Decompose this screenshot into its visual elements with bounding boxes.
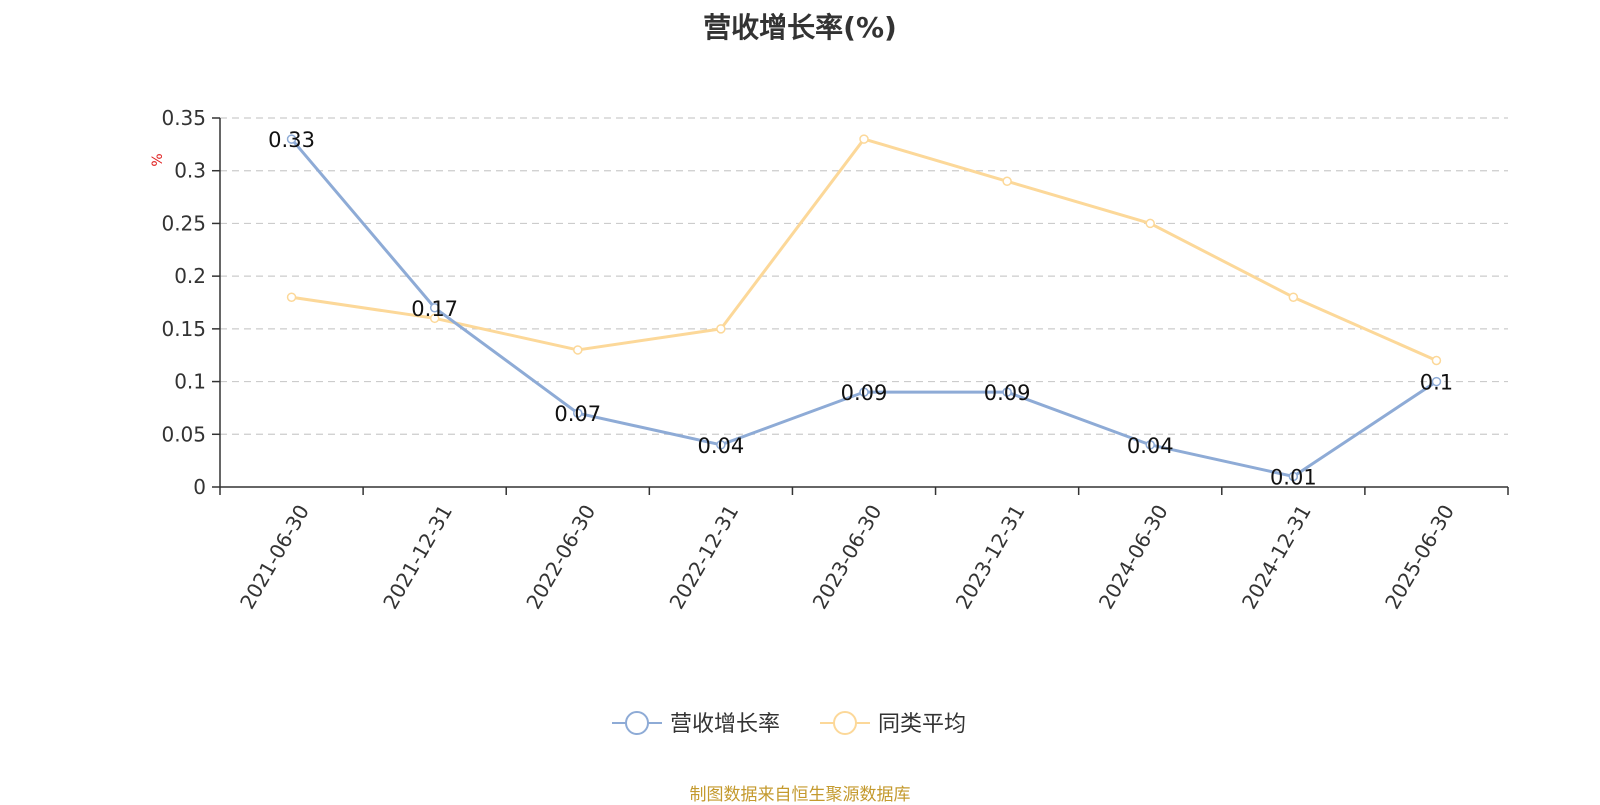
series-point-1 xyxy=(716,324,726,334)
series-point-0 xyxy=(573,408,583,418)
data-label: 0.09 xyxy=(984,381,1031,405)
series-point-1 xyxy=(429,313,440,324)
series-point-0 xyxy=(1288,471,1299,482)
x-tick-label: 2022-12-31 xyxy=(664,501,743,614)
series-point-1 xyxy=(859,134,869,144)
legend-marker-0 xyxy=(625,711,649,735)
x-tick-label: 2024-12-31 xyxy=(1237,501,1316,614)
y-axis-label: % xyxy=(150,153,166,166)
grid-lines xyxy=(220,117,1508,435)
x-tick-label: 2023-12-31 xyxy=(951,501,1030,614)
legend-label-0: 营收增长率 xyxy=(670,712,780,737)
series-point-1 xyxy=(573,345,583,355)
series-point-0 xyxy=(1002,387,1012,397)
data-label: 0.04 xyxy=(1127,434,1174,458)
y-tick-label: 0.3 xyxy=(174,159,206,183)
x-tick-label: 2022-06-30 xyxy=(521,501,600,614)
series-line-0 xyxy=(290,138,1438,478)
series-point-1 xyxy=(286,292,297,302)
data-label: 0.17 xyxy=(411,297,458,321)
series-point-0 xyxy=(716,440,726,450)
series-point-0 xyxy=(859,387,869,397)
series-group: 0.33 0.17 0.07 0.04 0.09 0.09 0.04 0.01 0.1 xyxy=(268,128,1453,489)
x-tick-label: 2023-06-30 xyxy=(808,501,887,614)
series-point-0 xyxy=(1431,376,1442,387)
data-label: 0.1 xyxy=(1420,371,1453,395)
series-point-1 xyxy=(1431,355,1442,366)
series-point-0 xyxy=(1145,440,1155,450)
data-label: 0.09 xyxy=(841,381,888,405)
y-tick-label: 0.35 xyxy=(161,106,206,130)
y-tick-labels: 0 0.05 0.1 0.15 0.2 0.25 0.3 0.35 xyxy=(161,106,206,499)
series-point-1 xyxy=(1145,218,1155,229)
series-point-0 xyxy=(429,303,440,313)
x-tick-label: 2021-12-31 xyxy=(378,500,457,613)
y-tick-label: 0.15 xyxy=(161,317,206,341)
chart-title: 营收增长率(%) xyxy=(703,11,897,44)
legend-marker-1 xyxy=(833,711,857,735)
x-tick-label: 2021-06-30 xyxy=(235,501,314,614)
y-tick-label: 0 xyxy=(193,475,206,499)
axes xyxy=(212,117,1509,495)
y-tick-label: 0.2 xyxy=(174,264,206,288)
x-tick-label: 2024-06-30 xyxy=(1094,501,1173,614)
series-point-1 xyxy=(1002,176,1012,187)
x-tick-labels: 2021-06-30 2021-12-31 2022-06-30 2022-12-31… xyxy=(235,500,1459,613)
data-label: 0.07 xyxy=(554,402,601,426)
y-tick-label: 0.25 xyxy=(161,211,206,235)
series-point-1 xyxy=(1288,292,1299,302)
data-label: 0.04 xyxy=(698,434,745,458)
legend[interactable]: 营收增长率 同类平均 xyxy=(612,711,966,737)
y-tick-label: 0.05 xyxy=(161,422,206,446)
series-point-0 xyxy=(286,134,297,144)
x-tick-label: 2025-06-30 xyxy=(1380,501,1459,614)
y-tick-label: 0.1 xyxy=(174,370,206,394)
data-label: 0.01 xyxy=(1270,465,1317,489)
legend-label-1: 同类平均 xyxy=(878,712,966,737)
source-note: 制图数据来自恒生聚源数据库 xyxy=(689,785,911,805)
data-label: 0.33 xyxy=(268,128,315,152)
